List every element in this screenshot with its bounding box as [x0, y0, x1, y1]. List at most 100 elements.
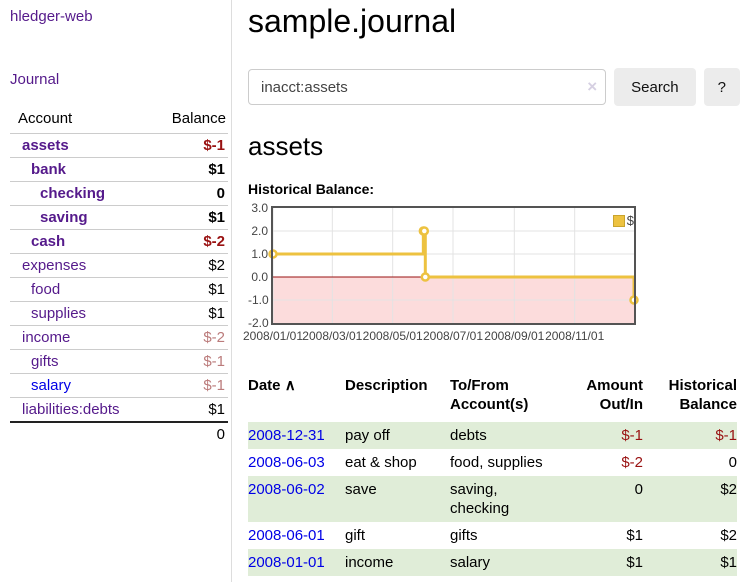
- column-header-accounts: To/From Account(s): [450, 377, 529, 413]
- y-axis-tick-label: -2.0: [248, 316, 269, 330]
- account-row: cash $-2: [10, 229, 228, 254]
- transaction-accounts: food, supplies: [450, 454, 543, 471]
- account-link[interactable]: salary: [31, 377, 72, 394]
- account-balance: $1: [147, 277, 228, 302]
- account-link[interactable]: bank: [31, 161, 67, 178]
- account-balance: $1: [147, 205, 228, 230]
- account-link[interactable]: gifts: [31, 353, 59, 370]
- transaction-accounts: saving, checking: [450, 481, 510, 517]
- account-link[interactable]: supplies: [31, 305, 87, 322]
- account-link[interactable]: saving: [40, 209, 88, 226]
- y-axis-tick-label: 2.0: [251, 224, 268, 238]
- x-axis-tick-label: 2008/07/01: [422, 329, 484, 343]
- transaction-row: 2008-06-03 eat & shop food, supplies $-2…: [248, 449, 737, 476]
- sort-ascending-icon: ∧: [284, 377, 296, 394]
- x-axis-tick-label: 2008/11/01: [545, 329, 605, 343]
- transaction-balance: 0: [728, 454, 737, 471]
- account-balance: $2: [147, 253, 228, 278]
- chart-legend: $: [612, 213, 634, 228]
- transaction-accounts: gifts: [450, 527, 478, 544]
- account-balance: $-1: [147, 373, 228, 398]
- account-row: salary $-1: [10, 373, 228, 398]
- search-input[interactable]: [248, 69, 607, 105]
- account-row: food $1: [10, 277, 228, 302]
- register-table: Date ∧ Description To/From Account(s) Am…: [248, 370, 737, 576]
- x-axis-tick-label: 2008/01/01: [242, 329, 304, 343]
- x-axis-tick-label: 2008/09/01: [484, 329, 545, 343]
- transaction-amount: $-2: [621, 454, 643, 471]
- transaction-description: income: [345, 554, 394, 571]
- transaction-description: gift: [345, 527, 366, 544]
- transaction-balance: $1: [720, 554, 737, 571]
- chart-plot-area: [268, 206, 639, 325]
- account-link[interactable]: assets: [22, 137, 69, 154]
- transaction-amount: $1: [626, 527, 643, 544]
- account-link[interactable]: income: [22, 329, 71, 346]
- transaction-date-link[interactable]: 2008-06-03: [248, 454, 325, 471]
- legend-swatch-icon: [612, 214, 625, 227]
- brand-link[interactable]: hledger-web: [10, 8, 93, 25]
- page-title: sample.journal: [248, 3, 457, 39]
- historical-balance-chart: $ 3.0 2.0 1.0 0.0 -1.0 -2.0 2008/01/01 2008/03/…: [243, 201, 640, 351]
- transaction-row: 2008-12-31 pay off debts $-1 $-1: [248, 422, 737, 449]
- account-balance: $1: [147, 301, 228, 326]
- transaction-description: pay off: [345, 427, 390, 444]
- balance-column-header: Balance: [171, 110, 226, 127]
- transaction-date-link[interactable]: 2008-06-02: [248, 481, 325, 498]
- account-link[interactable]: liabilities:debts: [22, 401, 120, 418]
- main-content: sample.journal × Search ? assets Histori…: [243, 0, 740, 576]
- transaction-amount: $-1: [621, 427, 643, 444]
- x-axis-tick-label: 2008/05/01: [362, 329, 423, 343]
- transaction-amount: $1: [626, 554, 643, 571]
- transaction-row: 2008-06-02 save saving, checking 0 $2: [248, 476, 737, 522]
- transaction-row: 2008-01-01 income salary $1 $1: [248, 549, 737, 576]
- account-link[interactable]: cash: [31, 233, 66, 250]
- accounts-table: Account Balance assets $-1 bank $1 check…: [10, 106, 228, 446]
- account-balance: $-2: [147, 325, 228, 350]
- column-header-date[interactable]: Date ∧: [248, 377, 296, 394]
- search-form: × Search ?: [248, 68, 740, 106]
- column-header-amount: Amount Out/In: [586, 377, 643, 413]
- y-axis-tick-label: 3.0: [251, 201, 268, 215]
- account-row: expenses $2: [10, 253, 228, 278]
- transaction-accounts: salary: [450, 554, 491, 571]
- transaction-balance: $2: [720, 527, 737, 544]
- accounts-total-row: 0: [10, 421, 228, 446]
- account-row: saving $1: [10, 205, 228, 230]
- account-balance: $1: [147, 397, 228, 422]
- transaction-row: 2008-06-01 gift gifts $1 $2: [248, 522, 737, 549]
- account-row: income $-2: [10, 325, 228, 350]
- column-header-description: Description: [345, 377, 428, 394]
- account-balance: $-2: [147, 229, 228, 254]
- account-row: bank $1: [10, 157, 228, 182]
- search-button[interactable]: Search: [614, 68, 696, 106]
- chart-title: Historical Balance:: [248, 181, 375, 197]
- y-axis-tick-label: -1.0: [248, 293, 269, 307]
- account-row: checking 0: [10, 181, 228, 206]
- y-axis-tick-label: 1.0: [251, 247, 268, 261]
- transaction-amount: 0: [634, 481, 643, 498]
- transaction-description: eat & shop: [345, 454, 417, 471]
- sidebar-item-journal[interactable]: Journal: [10, 71, 60, 88]
- account-link[interactable]: checking: [40, 185, 106, 202]
- column-header-balance: Historical Balance: [668, 377, 737, 413]
- account-link[interactable]: expenses: [22, 257, 87, 274]
- help-button[interactable]: ?: [703, 68, 740, 106]
- account-heading: assets: [248, 131, 324, 161]
- transaction-date-link[interactable]: 2008-12-31: [248, 427, 325, 444]
- account-link[interactable]: food: [31, 281, 61, 298]
- accounts-total-balance: 0: [147, 421, 228, 446]
- transaction-date-link[interactable]: 2008-01-01: [248, 554, 325, 571]
- account-balance: $-1: [147, 133, 228, 158]
- transaction-date-link[interactable]: 2008-06-01: [248, 527, 325, 544]
- legend-label: $: [626, 213, 634, 228]
- clear-search-icon[interactable]: ×: [587, 77, 598, 96]
- accounts-column-header: Account: [18, 110, 73, 127]
- transaction-description: save: [345, 481, 377, 498]
- y-axis-tick-label: 0.0: [251, 270, 268, 284]
- x-axis-tick-label: 2008/03/01: [302, 329, 363, 343]
- account-row: assets $-1: [10, 133, 228, 158]
- account-balance: 0: [147, 181, 228, 206]
- account-balance: $-1: [147, 349, 228, 374]
- account-row: liabilities:debts $1: [10, 397, 228, 422]
